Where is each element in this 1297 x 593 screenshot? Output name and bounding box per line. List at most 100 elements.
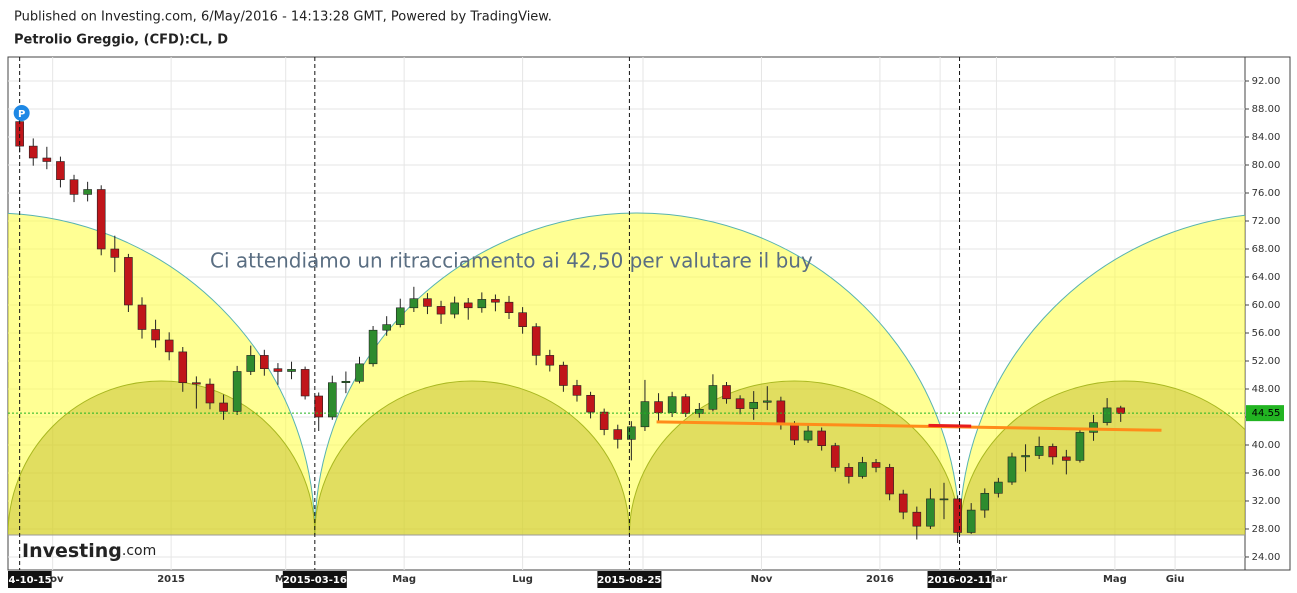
candle-body	[192, 382, 201, 385]
candle-body	[953, 498, 962, 533]
candle-body	[613, 429, 623, 440]
candle-body	[260, 355, 269, 369]
event-marker-label: P	[18, 109, 25, 120]
event-marker	[13, 105, 30, 121]
cycle-arc-large	[314, 213, 961, 536]
cycle-arc-small	[8, 380, 316, 536]
y-tick-label: 56.00	[1252, 328, 1281, 339]
logo: Investing.com	[22, 540, 156, 562]
cycle-arc-large	[959, 215, 1245, 536]
candle-body	[844, 467, 854, 477]
candle-body	[559, 364, 568, 386]
candle-body	[898, 493, 908, 513]
y-tick-label: 84.00	[1252, 132, 1281, 143]
trend-line	[928, 423, 972, 428]
cycle-date-box	[927, 571, 992, 588]
candle-body	[762, 400, 772, 403]
candle-body	[56, 161, 65, 181]
candle-body	[382, 324, 391, 331]
candle-body	[572, 385, 582, 396]
candle-body	[300, 369, 310, 397]
y-tick-label: 72.00	[1252, 216, 1281, 227]
candle-body	[790, 424, 799, 441]
candle-body	[599, 411, 609, 430]
candle-body	[980, 492, 990, 511]
candle-body	[939, 498, 949, 501]
y-tick-label: 28.00	[1252, 524, 1281, 535]
candle-body	[1102, 407, 1112, 423]
candle-body	[28, 145, 38, 159]
candle-body	[803, 430, 813, 441]
x-tick-label: Giu	[1166, 574, 1185, 585]
x-tick-label: Mag	[392, 574, 416, 585]
candle-body	[69, 179, 79, 195]
candle-body	[232, 371, 242, 412]
candle-body	[110, 248, 120, 258]
x-tick-label: Lug	[512, 574, 533, 585]
y-tick-label: 92.00	[1252, 76, 1281, 87]
candle-body	[287, 369, 296, 372]
candle-body	[817, 430, 826, 446]
candle-body	[409, 298, 419, 309]
candle-body	[1075, 432, 1085, 461]
last-price-box	[1246, 405, 1284, 422]
candle-body	[1048, 446, 1058, 458]
candle-body	[1089, 422, 1098, 433]
x-tick-label: 2016	[866, 574, 894, 585]
candle-body	[1007, 456, 1017, 483]
x-tick-label: Mag	[1103, 574, 1127, 585]
candle-body	[545, 355, 555, 366]
cycle-date-label: 2015-08-25	[597, 575, 661, 586]
candle-body	[341, 380, 351, 383]
candle-body	[477, 299, 487, 309]
candle-body	[436, 306, 446, 315]
y-tick-label: 64.00	[1252, 272, 1281, 283]
candle-body	[830, 445, 840, 468]
cycle-date-box	[597, 571, 662, 588]
candle-body	[667, 396, 677, 414]
candle-body	[926, 498, 935, 527]
candle-body	[708, 385, 718, 410]
candle-body	[96, 189, 106, 250]
cycle-date-label: 2014-10-15	[0, 575, 52, 586]
candle-body	[1021, 455, 1030, 458]
cycle-arc-small	[959, 381, 1245, 536]
candle-body	[586, 394, 595, 413]
logo-suffix: .com	[122, 543, 156, 559]
candle-body	[1062, 456, 1071, 461]
y-tick-label: 36.00	[1252, 468, 1281, 479]
candle-body	[735, 398, 745, 409]
cycle-arc-large	[8, 212, 316, 536]
published-line: Published on Investing.com, 6/May/2016 -…	[14, 10, 552, 25]
last-price-label: 44.55	[1252, 408, 1281, 419]
candle-body	[423, 298, 432, 307]
candle-body	[695, 408, 704, 414]
logo-main: Investing	[22, 540, 122, 562]
annotation: Ci attendiamo un ritracciamento ai 42,50…	[210, 249, 813, 273]
candle-body	[681, 396, 691, 414]
candle-body	[450, 302, 459, 315]
candle-body	[151, 329, 160, 341]
cycle-date-label: 2016-02-11	[928, 575, 992, 586]
candle-body	[966, 509, 976, 533]
candle-body	[137, 304, 147, 330]
candle-body	[205, 383, 215, 404]
candle-body	[994, 481, 1003, 494]
candle-body	[871, 462, 881, 468]
candle-body	[627, 426, 636, 440]
candle-body	[518, 312, 527, 327]
candle-body	[504, 301, 514, 313]
candle-body	[531, 326, 541, 356]
y-tick-label: 60.00	[1252, 300, 1281, 311]
x-tick-label: Nov	[42, 574, 64, 585]
candle-body	[640, 401, 650, 428]
candle-body	[463, 302, 473, 309]
candle-body	[885, 467, 894, 495]
chart-title: Petrolio Greggio, (CFD):CL, D	[14, 33, 228, 48]
cycle-arc-small	[314, 380, 630, 536]
y-tick-label: 52.00	[1252, 356, 1281, 367]
candle-body	[178, 351, 188, 383]
candle-body	[124, 257, 133, 306]
y-tick-label: 24.00	[1252, 552, 1281, 563]
